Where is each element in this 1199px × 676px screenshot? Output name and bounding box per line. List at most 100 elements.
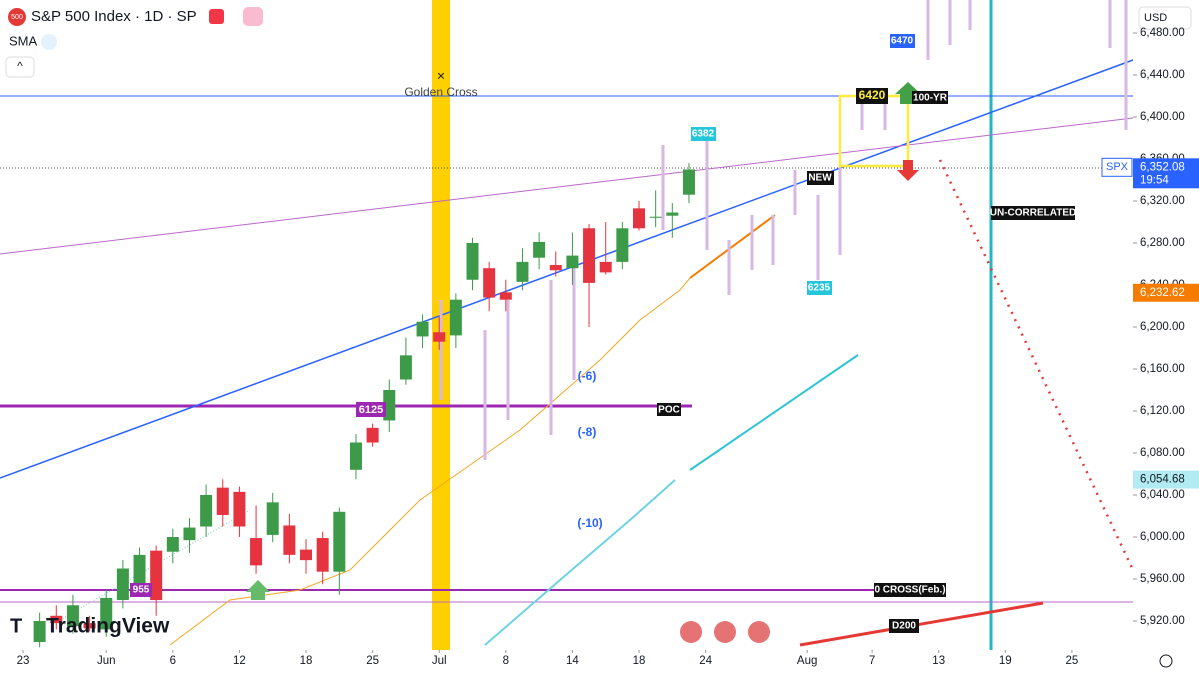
x-tick-label: 8 bbox=[503, 655, 509, 667]
trend-line bbox=[59, 509, 251, 621]
indicator-icon[interactable] bbox=[41, 34, 57, 50]
candle-body bbox=[483, 268, 496, 298]
candle-body bbox=[66, 605, 79, 627]
currency[interactable]: USD bbox=[1144, 12, 1167, 24]
y-tick-label: 6,080.00 bbox=[1140, 447, 1185, 459]
tag-bg bbox=[691, 127, 716, 141]
candle-body bbox=[516, 261, 529, 282]
y-tick-label: 6,200.00 bbox=[1140, 321, 1185, 333]
price-label: 6,232.62 bbox=[1140, 287, 1185, 299]
settings-icon[interactable] bbox=[1159, 654, 1173, 668]
candle-body bbox=[300, 549, 313, 561]
price-label-bg bbox=[1133, 158, 1199, 189]
tag-bg bbox=[874, 583, 946, 597]
x-tick-label: 6 bbox=[170, 655, 176, 667]
candle-body bbox=[200, 495, 213, 527]
event-icon[interactable] bbox=[680, 621, 702, 643]
y-tick-label: 6,440.00 bbox=[1140, 69, 1185, 81]
tag-bg bbox=[889, 619, 919, 633]
tag-bg bbox=[912, 91, 948, 104]
candle-body bbox=[416, 321, 429, 337]
trend-line bbox=[0, 117, 1134, 255]
candle-body bbox=[433, 332, 446, 342]
arrow-down bbox=[897, 160, 919, 181]
collapse-icon: ^ bbox=[17, 59, 23, 73]
annotation: 6125 bbox=[359, 404, 383, 416]
y-tick-label: 6,480.00 bbox=[1140, 27, 1185, 39]
branding: TradingView bbox=[46, 615, 170, 638]
annotation: 6235 bbox=[808, 283, 831, 294]
price-label-bg bbox=[1133, 470, 1199, 489]
y-tick-label: 6,400.00 bbox=[1140, 111, 1185, 123]
candle-body bbox=[383, 390, 396, 421]
flag-button[interactable] bbox=[209, 9, 224, 24]
annotation: Golden Cross bbox=[404, 85, 477, 99]
annotation: (-6) bbox=[578, 369, 597, 383]
x-tick-label: 13 bbox=[932, 655, 945, 667]
compare-button[interactable] bbox=[243, 7, 263, 26]
x-tick-label: 12 bbox=[233, 655, 246, 667]
collapse-button[interactable] bbox=[5, 56, 35, 78]
y-tick-label: 6,160.00 bbox=[1140, 363, 1185, 375]
cross-marker: × bbox=[437, 68, 445, 84]
arrow-up bbox=[246, 580, 270, 600]
y-tick-label: 6,040.00 bbox=[1140, 489, 1185, 501]
price-label: 6,054.68 bbox=[1140, 474, 1185, 486]
x-tick-label: 14 bbox=[566, 655, 579, 667]
annotation: 0 CROSS(Feb.) bbox=[874, 585, 945, 596]
y-tick-label: 6,000.00 bbox=[1140, 531, 1185, 543]
candle-body bbox=[649, 216, 662, 218]
trend-line bbox=[0, 59, 1134, 479]
annotation: POC bbox=[658, 405, 680, 416]
annotation: 6470 bbox=[891, 36, 914, 47]
candle-body bbox=[499, 292, 512, 300]
candle-body bbox=[100, 597, 113, 630]
tag-bg bbox=[356, 402, 386, 417]
x-tick-label: 18 bbox=[300, 655, 313, 667]
x-tick-label: 7 bbox=[869, 655, 875, 667]
tag-bg bbox=[807, 281, 832, 295]
candle-body bbox=[250, 538, 263, 566]
candle-body bbox=[366, 427, 379, 443]
symbol-title[interactable]: S&P 500 Index · 1D · SP bbox=[31, 8, 197, 25]
y-tick-label: 5,920.00 bbox=[1140, 615, 1185, 627]
candle-body bbox=[50, 615, 63, 624]
symbol-tag: SPX bbox=[1106, 161, 1129, 173]
candle-body bbox=[233, 491, 246, 527]
candle-body bbox=[682, 169, 695, 195]
candle-body bbox=[599, 261, 612, 273]
event-icon[interactable] bbox=[714, 621, 736, 643]
candle-body bbox=[333, 511, 346, 572]
candle-body bbox=[266, 502, 279, 535]
candle-body bbox=[466, 242, 479, 280]
sma-line bbox=[169, 277, 691, 646]
sma-line bbox=[484, 479, 676, 646]
annotation: D200 bbox=[892, 621, 916, 632]
currency-button[interactable] bbox=[1138, 6, 1192, 30]
candle-body bbox=[349, 442, 362, 470]
projection-line bbox=[938, 159, 1135, 571]
candle-body bbox=[316, 538, 329, 572]
sma-line bbox=[689, 214, 776, 279]
tag-bg bbox=[807, 171, 834, 185]
candle-body bbox=[133, 554, 146, 585]
symbol-icon-text: 500 bbox=[11, 14, 23, 21]
candle-body bbox=[116, 568, 129, 601]
symbol-tag-bg bbox=[1101, 157, 1133, 177]
branding-logo: T bbox=[10, 615, 22, 637]
price-label: 6,352.08 bbox=[1140, 161, 1185, 173]
x-tick-label: Jun bbox=[97, 655, 116, 667]
x-tick-label: 19 bbox=[999, 655, 1012, 667]
candle-body bbox=[633, 208, 646, 229]
tag-bg bbox=[657, 403, 681, 416]
annotation: (-10) bbox=[577, 516, 602, 530]
candles bbox=[33, 163, 695, 648]
y-tick-label: 6,320.00 bbox=[1140, 195, 1185, 207]
candle-body bbox=[166, 537, 179, 552]
annotation: (-8) bbox=[578, 425, 597, 439]
indicator-name[interactable]: SMA bbox=[9, 33, 38, 48]
x-tick-label: Aug bbox=[797, 655, 817, 667]
event-icon[interactable] bbox=[748, 621, 770, 643]
